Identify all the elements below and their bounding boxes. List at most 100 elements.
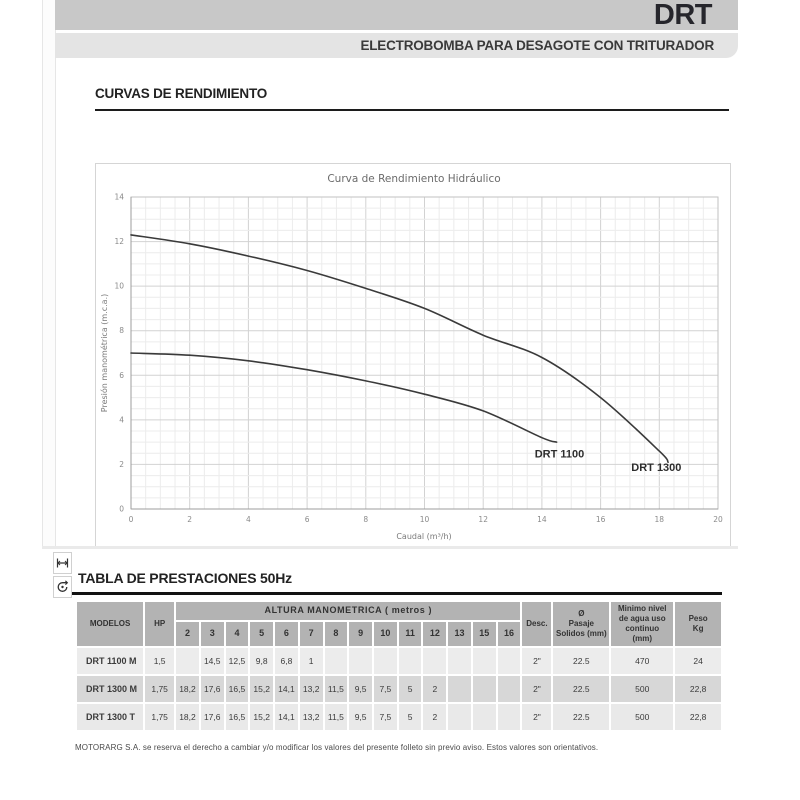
altura-value-cell xyxy=(324,648,348,674)
pasaje-cell: 22.5 xyxy=(553,676,610,702)
col-header-hp: HP xyxy=(145,602,175,646)
performance-table: MODELOS HP ALTURA MANOMETRICA ( metros ) De… xyxy=(75,600,723,732)
page-edge-strip xyxy=(42,0,56,548)
desc-cell: 2" xyxy=(522,704,552,730)
x-tick-label: 14 xyxy=(537,515,547,524)
hp-cell: 1,75 xyxy=(145,676,175,702)
table-heading-rule xyxy=(72,592,722,595)
pasaje-cell: 22.5 xyxy=(553,704,610,730)
altura-value-cell: 9,8 xyxy=(250,648,274,674)
altura-value-cell: 7,5 xyxy=(373,676,397,702)
altura-value-cell: 11,5 xyxy=(324,676,348,702)
col-header-desc: Desc. xyxy=(522,602,552,646)
altura-value-cell: 16,5 xyxy=(225,704,249,730)
col-header-altura-13: 13 xyxy=(448,622,471,646)
altura-value-cell: 14,1 xyxy=(275,676,298,702)
altura-value-cell: 9,5 xyxy=(349,676,372,702)
model-cell: DRT 1100 M xyxy=(77,648,144,674)
col-header-altura-3: 3 xyxy=(200,622,224,646)
x-tick-label: 18 xyxy=(655,515,665,524)
altura-value-cell xyxy=(448,676,471,702)
altura-value-cell: 13,2 xyxy=(299,704,323,730)
y-tick-label: 8 xyxy=(119,326,124,335)
x-axis-label: Caudal (m³/h) xyxy=(396,532,451,541)
y-tick-label: 0 xyxy=(119,505,124,514)
desc-cell: 2" xyxy=(522,648,552,674)
altura-value-cell: 11,5 xyxy=(324,704,348,730)
altura-value-cell xyxy=(398,648,422,674)
col-header-altura-8: 8 xyxy=(324,622,348,646)
altura-value-cell: 18,2 xyxy=(176,676,199,702)
dimension-icon[interactable] xyxy=(53,552,72,574)
desc-cell: 2" xyxy=(522,676,552,702)
minimo-nivel-cell: 470 xyxy=(611,648,674,674)
altura-value-cell: 5 xyxy=(398,676,422,702)
y-tick-label: 14 xyxy=(114,193,124,202)
altura-value-cell: 7,5 xyxy=(373,704,397,730)
x-tick-label: 12 xyxy=(478,515,488,524)
col-header-altura-group: ALTURA MANOMETRICA ( metros ) xyxy=(176,602,521,620)
x-tick-label: 2 xyxy=(187,515,192,524)
x-tick-label: 6 xyxy=(305,515,310,524)
col-header-altura-16: 16 xyxy=(497,622,521,646)
header-band: DRT xyxy=(55,0,738,31)
y-tick-label: 10 xyxy=(114,282,124,291)
altura-value-cell xyxy=(176,648,199,674)
x-tick-label: 16 xyxy=(596,515,606,524)
product-title: DRT xyxy=(653,0,713,31)
col-header-altura-12: 12 xyxy=(423,622,447,646)
performance-curve-drt-1300 xyxy=(130,234,669,463)
pump-icon[interactable] xyxy=(53,576,72,598)
col-header-altura-5: 5 xyxy=(250,622,274,646)
altura-value-cell xyxy=(373,648,397,674)
altura-value-cell xyxy=(497,648,521,674)
altura-value-cell: 17,6 xyxy=(200,704,224,730)
altura-value-cell: 14,1 xyxy=(275,704,298,730)
y-tick-label: 4 xyxy=(119,415,124,424)
performance-chart: 0 2 4 6 8 10 12 14 0 2 4 6 8 10 12 14 16 18 20 DRT 1300 DRT… xyxy=(99,173,723,541)
altura-value-cell: 13,2 xyxy=(299,676,323,702)
curves-section-heading: CURVAS DE RENDIMIENTO xyxy=(95,86,268,101)
chart-title: Curva de Rendimiento Hidráulico xyxy=(327,173,500,185)
altura-value-cell: 9,5 xyxy=(349,704,372,730)
hp-cell: 1,5 xyxy=(145,648,175,674)
altura-value-cell: 18,2 xyxy=(176,704,199,730)
y-tick-label: 6 xyxy=(119,371,124,380)
x-tick-label: 20 xyxy=(713,515,723,524)
performance-chart-panel: 0 2 4 6 8 10 12 14 0 2 4 6 8 10 12 14 16 18 20 DRT 1300 DRT… xyxy=(95,163,731,548)
col-header-altura-11: 11 xyxy=(398,622,422,646)
altura-value-cell xyxy=(448,648,471,674)
table-row: DRT 1300 M 1,75 18,2 17,6 16,5 15,2 14,1 13,2 11… xyxy=(77,676,721,702)
y-tick-label: 2 xyxy=(119,460,124,469)
col-header-minimo-nivel: Minimo nivel de agua uso continuo (mm) xyxy=(611,602,674,646)
x-tick-label: 0 xyxy=(129,515,134,524)
performance-curve-drt-1100 xyxy=(130,352,558,443)
table-section-heading: TABLA DE PRESTACIONES 50Hz xyxy=(78,570,292,586)
altura-value-cell: 2 xyxy=(423,704,447,730)
subheader-band: ELECTROBOMBA PARA DESAGOTE CON TRITURADO… xyxy=(55,33,738,58)
altura-value-cell: 6,8 xyxy=(275,648,298,674)
minimo-nivel-cell: 500 xyxy=(611,676,674,702)
y-axis-label: Presión manométrica (m.c.a.) xyxy=(99,294,109,412)
altura-value-cell xyxy=(497,704,521,730)
altura-value-cell xyxy=(423,648,447,674)
minimo-nivel-cell: 500 xyxy=(611,704,674,730)
pasaje-cell: 22.5 xyxy=(553,648,610,674)
curve-label-drt-1100: DRT 1100 xyxy=(535,449,585,461)
x-tick-label: 8 xyxy=(363,515,368,524)
x-tick-label: 10 xyxy=(420,515,430,524)
footer-note: MOTORARG S.A. se reserva el derecho a ca… xyxy=(75,743,599,752)
curve-label-drt-1300: DRT 1300 xyxy=(631,462,681,474)
col-header-altura-10: 10 xyxy=(373,622,397,646)
col-header-altura-2: 2 xyxy=(176,622,199,646)
col-header-modelos: MODELOS xyxy=(77,602,144,646)
altura-value-cell: 1 xyxy=(299,648,323,674)
altura-value-cell xyxy=(497,676,521,702)
hp-cell: 1,75 xyxy=(145,704,175,730)
peso-cell: 22,8 xyxy=(675,704,721,730)
table-row: DRT 1300 T 1,75 18,2 17,6 16,5 15,2 14,1 13,2 11… xyxy=(77,704,721,730)
col-header-peso: Peso Kg xyxy=(675,602,721,646)
altura-value-cell: 12,5 xyxy=(225,648,249,674)
altura-value-cell xyxy=(349,648,372,674)
altura-value-cell: 15,2 xyxy=(250,704,274,730)
